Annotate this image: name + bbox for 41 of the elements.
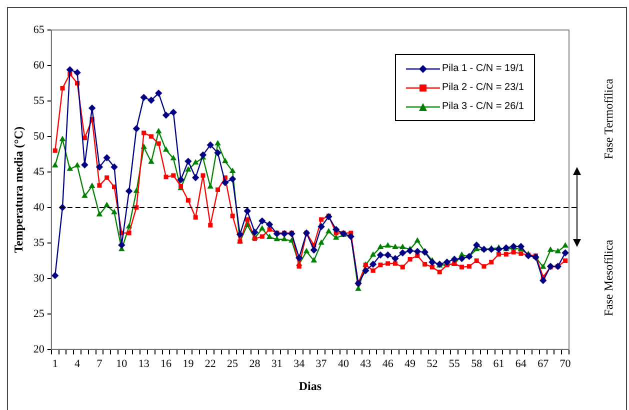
text: Fase Termofílica: [602, 78, 616, 160]
y-tick-label: 55: [33, 94, 45, 107]
y-tick-label: 45: [33, 166, 45, 178]
y-tick-label: 35: [33, 236, 45, 249]
x-tick-label: 28: [249, 358, 261, 370]
x-tick-label: 52: [426, 358, 438, 370]
x-tick-label: 25: [227, 358, 239, 370]
x-tick-label: 10: [116, 358, 128, 370]
y-tick-label: 40: [33, 201, 45, 214]
x-tick-label: 7: [96, 358, 103, 370]
y-axis-title: Temperatura media (°C): [11, 126, 26, 253]
x-tick-label: 49: [404, 358, 416, 370]
y-tick-label: 50: [33, 130, 45, 142]
x-tick-label: 55: [448, 358, 460, 370]
x-tick-label: 40: [338, 358, 350, 370]
x-tick-label: 31: [271, 358, 282, 370]
legend-label: Pila 3 - C/N = 26/1: [442, 101, 524, 112]
text: Fase Mesofílica: [602, 240, 616, 317]
legend-label: Pila 2 - C/N = 23/1: [442, 82, 524, 93]
x-tick-label: 64: [515, 358, 527, 370]
legend-label: Pila 1 - C/N = 19/1: [442, 63, 524, 74]
x-tick-label: 22: [204, 358, 216, 370]
x-tick-label: 46: [382, 358, 394, 370]
x-tick-label: 13: [138, 358, 150, 370]
x-tick-label: 16: [160, 358, 172, 370]
x-tick-label: 34: [294, 358, 306, 370]
y-tick-label: 65: [33, 24, 45, 36]
x-tick-label: 1: [52, 358, 58, 370]
x-axis-title: Dias: [298, 378, 322, 393]
x-tick-label: 70: [560, 358, 572, 370]
x-tick-label: 61: [493, 358, 504, 370]
x-tick-label: 19: [182, 358, 194, 370]
x-tick-label: 43: [360, 358, 372, 370]
y-tick-label: 25: [33, 308, 45, 320]
y-tick-label: 60: [33, 59, 45, 72]
x-tick-label: 58: [471, 358, 483, 370]
x-tick-label: 4: [74, 358, 81, 370]
y-tick-label: 20: [33, 343, 45, 356]
y-tick-label: 30: [33, 272, 45, 284]
x-tick-label: 67: [538, 358, 550, 370]
x-tick-label: 37: [316, 358, 328, 370]
